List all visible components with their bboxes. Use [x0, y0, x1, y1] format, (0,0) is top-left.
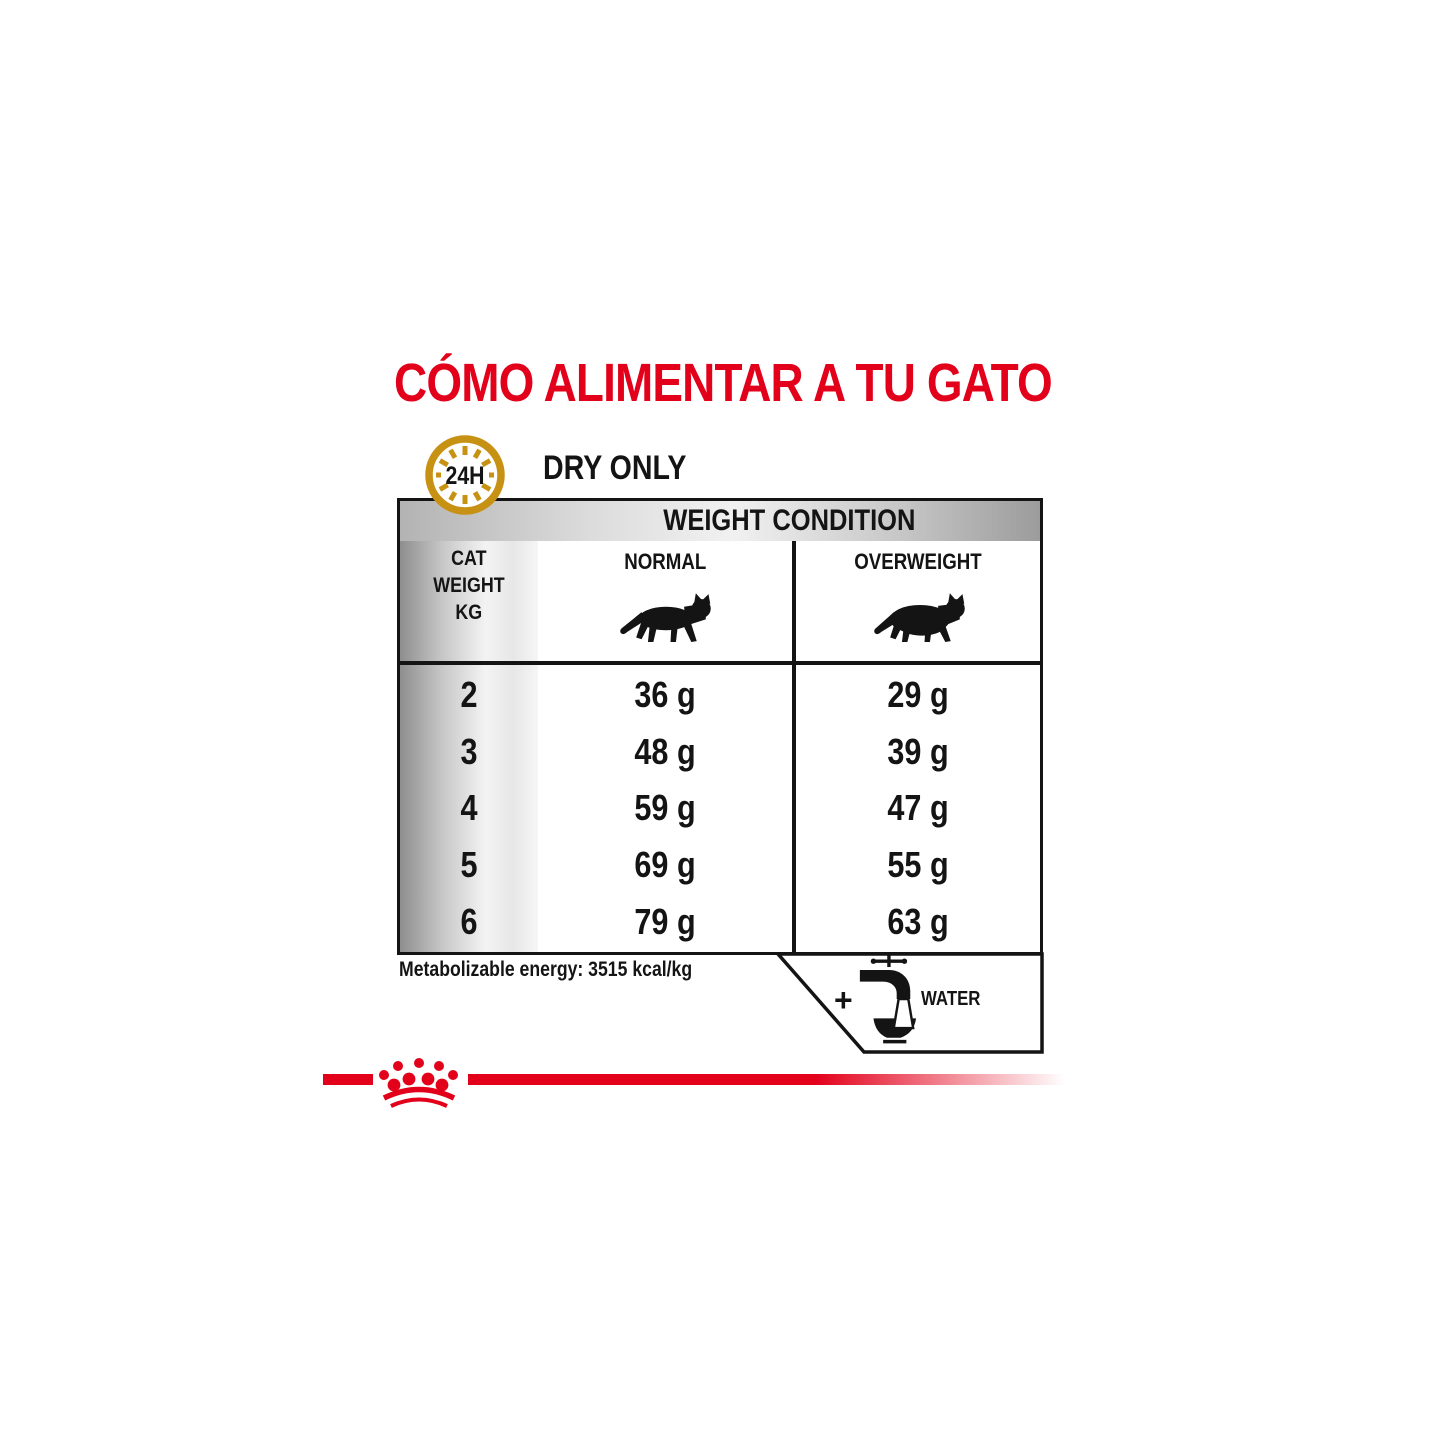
column-header-overweight: OVERWEIGHT	[854, 549, 982, 574]
normal-amount: 79 g	[634, 900, 696, 942]
cat-weight-header: CAT WEIGHT KG	[400, 545, 538, 626]
water-label: WATER	[921, 988, 981, 1010]
overweight-amount: 39 g	[887, 730, 949, 772]
table-row: 3 48 g 39 g	[400, 724, 1040, 781]
cat-weight-header-line3: KG	[455, 601, 483, 624]
cat-weight-header-line1: CAT	[451, 547, 487, 570]
feeding-mode-heading: DRY ONLY	[543, 449, 714, 488]
feeding-mode-text: DRY ONLY	[543, 449, 687, 487]
normal-amount: 36 g	[634, 674, 696, 716]
cat-weight-value: 2	[460, 674, 478, 716]
water-faucet-bowl-icon	[859, 955, 917, 1044]
weight-condition-label: WEIGHT CONDITION	[662, 504, 916, 537]
royal-canin-crown-logo	[379, 1058, 458, 1108]
cat-weight-value: 3	[460, 730, 478, 772]
24h-clock-icon: 24H	[425, 435, 505, 515]
table-row: 2 36 g 29 g	[400, 667, 1040, 724]
overweight-cat-icon	[874, 593, 965, 642]
cat-weight-header-line2: WEIGHT	[433, 574, 505, 597]
overweight-amount: 29 g	[887, 674, 949, 716]
cat-weight-value: 4	[460, 787, 478, 829]
column-header-normal: NORMAL	[623, 549, 707, 574]
normal-amount: 69 g	[634, 844, 696, 886]
brand-line-right	[468, 1074, 1065, 1085]
cat-weight-value: 5	[460, 844, 478, 886]
plus-sign: +	[834, 982, 853, 1018]
page-title: CÓMO ALIMENTAR A TU GATO	[0, 352, 1445, 414]
overweight-amount: 47 g	[887, 787, 949, 829]
table-row: 5 69 g 55 g	[400, 837, 1040, 894]
normal-amount: 48 g	[634, 730, 696, 772]
clock-24h-label: 24H	[446, 461, 485, 489]
table-body: 2 36 g 29 g 3 48 g 39 g 4 59 g 47 g 5 69 g 55 g 6 79 …	[400, 667, 1040, 950]
page-title-text: CÓMO ALIMENTAR A TU GATO	[393, 353, 1053, 413]
normal-amount: 59 g	[634, 787, 696, 829]
metabolizable-energy-note: Metabolizable energy: 3515 kcal/kg	[399, 958, 693, 981]
cat-weight-value: 6	[460, 900, 478, 942]
table-row: 4 59 g 47 g	[400, 780, 1040, 837]
brand-line-left	[323, 1074, 373, 1085]
table-column-divider-line	[792, 541, 796, 952]
table-row: 6 79 g 63 g	[400, 893, 1040, 950]
feeding-table: WEIGHT CONDITION CAT WEIGHT KG NORMAL OV…	[397, 498, 1043, 955]
cat-weight-column-background	[400, 541, 538, 952]
overweight-amount: 63 g	[887, 900, 949, 942]
table-header-divider-line	[400, 661, 1040, 665]
normal-cat-icon	[620, 593, 711, 642]
weight-condition-header: WEIGHT CONDITION	[400, 501, 1040, 541]
overweight-amount: 55 g	[887, 844, 949, 886]
